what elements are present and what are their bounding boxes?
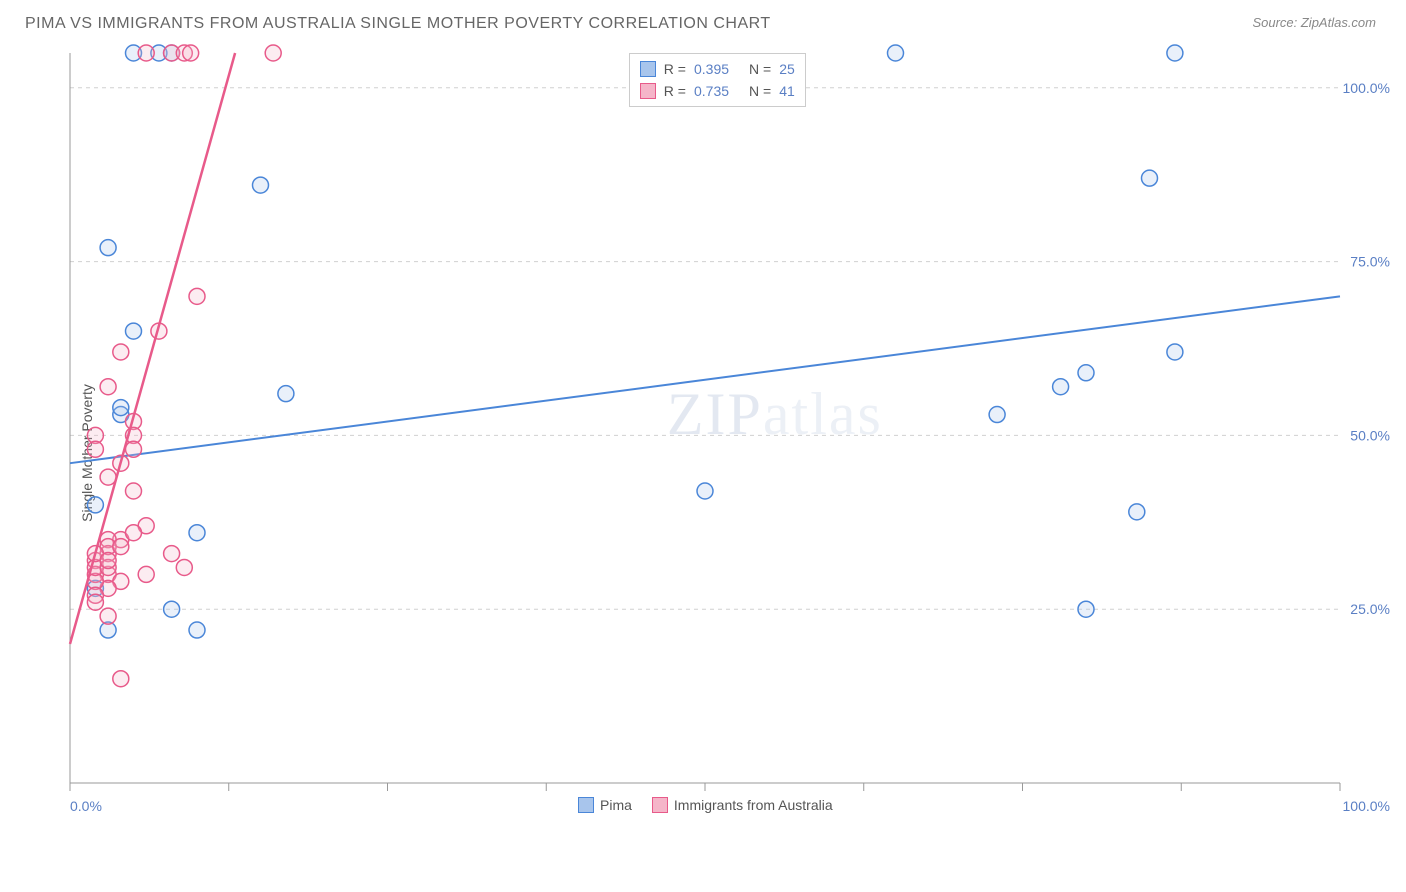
svg-text:50.0%: 50.0% bbox=[1350, 427, 1390, 443]
legend-series-label: Immigrants from Australia bbox=[674, 797, 833, 813]
legend-r-label: R = bbox=[664, 58, 686, 80]
legend-n-label: N = bbox=[749, 80, 771, 102]
chart-area: Single Mother Poverty 25.0%50.0%75.0%100… bbox=[10, 43, 1396, 863]
legend-n-value: 41 bbox=[779, 80, 795, 102]
legend-r-value: 0.395 bbox=[694, 58, 729, 80]
legend-correlation: R = 0.395 N = 25 R = 0.735 N = 41 bbox=[629, 53, 806, 107]
legend-r-value: 0.735 bbox=[694, 80, 729, 102]
legend-swatch bbox=[640, 61, 656, 77]
source-attribution: Source: ZipAtlas.com bbox=[1252, 15, 1376, 30]
svg-text:0.0%: 0.0% bbox=[70, 798, 102, 814]
legend-series: Pima Immigrants from Australia bbox=[578, 797, 833, 813]
legend-item: Immigrants from Australia bbox=[652, 797, 833, 813]
legend-item: Pima bbox=[578, 797, 632, 813]
svg-text:100.0%: 100.0% bbox=[1343, 798, 1390, 814]
svg-text:75.0%: 75.0% bbox=[1350, 254, 1390, 270]
legend-r-label: R = bbox=[664, 80, 686, 102]
legend-swatch bbox=[578, 797, 594, 813]
legend-series-label: Pima bbox=[600, 797, 632, 813]
legend-n-label: N = bbox=[749, 58, 771, 80]
source-prefix: Source: bbox=[1252, 15, 1300, 30]
legend-row: R = 0.735 N = 41 bbox=[640, 80, 795, 102]
legend-row: R = 0.395 N = 25 bbox=[640, 58, 795, 80]
source-name: ZipAtlas.com bbox=[1301, 15, 1376, 30]
legend-n-value: 25 bbox=[779, 58, 795, 80]
chart-title: PIMA VS IMMIGRANTS FROM AUSTRALIA SINGLE… bbox=[25, 15, 771, 33]
legend-swatch bbox=[652, 797, 668, 813]
svg-text:25.0%: 25.0% bbox=[1350, 601, 1390, 617]
scatter-plot: 25.0% 50.0% 75.0% 100.0% 0.0% 100.0% bbox=[50, 43, 1390, 823]
svg-text:100.0%: 100.0% bbox=[1343, 80, 1390, 96]
legend-swatch bbox=[640, 83, 656, 99]
